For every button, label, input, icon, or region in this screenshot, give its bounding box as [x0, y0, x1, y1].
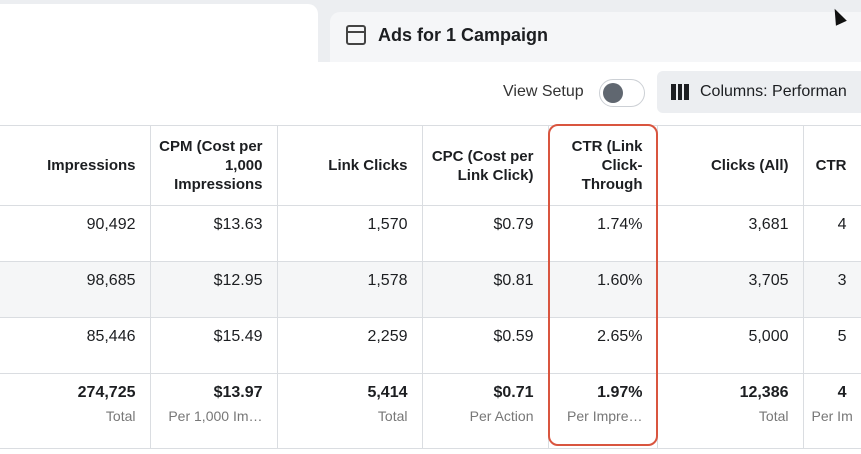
total-value: 1.97%	[597, 384, 643, 401]
total-note: Total	[377, 408, 408, 424]
total-value: 12,386	[739, 384, 789, 401]
total-value: 4	[837, 384, 847, 401]
cell: 3,681	[657, 205, 804, 262]
columns-icon	[671, 84, 690, 100]
cell: 1.60%	[548, 261, 658, 318]
cell: 5	[803, 317, 861, 374]
cell: 1,578	[277, 261, 423, 318]
columns-button[interactable]: Columns: Performan	[657, 71, 861, 113]
total-cell: 4 Per Im	[803, 373, 861, 449]
total-cell: 274,725 Total	[0, 373, 151, 449]
tab-icon	[346, 25, 366, 45]
data-table: Impressions CPM (Cost per 1,000 Impressio…	[0, 125, 861, 449]
cell: 2.65%	[548, 317, 658, 374]
view-setup-label: View Setup	[503, 83, 584, 100]
view-setup-toggle[interactable]	[599, 79, 645, 107]
cell: $12.95	[150, 261, 278, 318]
column-header[interactable]: CTR	[803, 125, 861, 206]
cell: 1.74%	[548, 205, 658, 262]
cell: 2,259	[277, 317, 423, 374]
cell: $15.49	[150, 317, 278, 374]
tab-bar: Ads for 1 Campaign	[0, 0, 861, 62]
cell: $0.81	[422, 261, 549, 318]
total-value: $13.97	[213, 384, 263, 401]
tab[interactable]: Ads for 1 Campaign	[330, 12, 861, 62]
cell: 85,446	[0, 317, 151, 374]
cell: 4	[803, 205, 861, 262]
columns-label: Columns: Performan	[700, 83, 847, 100]
cell: 5,000	[657, 317, 804, 374]
total-cell: $13.97 Per 1,000 Im…	[150, 373, 278, 449]
cell: $13.63	[150, 205, 278, 262]
total-note: Total	[758, 408, 789, 424]
total-note: Per 1,000 Im…	[168, 408, 263, 424]
total-value: 5,414	[367, 384, 408, 401]
tab[interactable]	[0, 4, 318, 62]
cell: 1,570	[277, 205, 423, 262]
total-cell: 5,414 Total	[277, 373, 423, 449]
total-cell: 1.97% Per Impre…	[548, 373, 658, 449]
cell: 3,705	[657, 261, 804, 318]
total-note: Per Im	[811, 408, 853, 424]
cell: 98,685	[0, 261, 151, 318]
total-note: Per Action	[469, 408, 534, 424]
cell: $0.59	[422, 317, 549, 374]
table-row: 90,492 $13.63 1,570 $0.79 1.74% 3,681 4	[0, 205, 861, 262]
total-row: 274,725 Total $13.97 Per 1,000 Im… 5,414 Tota…	[0, 373, 861, 449]
total-note: Per Impre…	[567, 408, 643, 424]
column-header[interactable]: CPC (Cost per Link Click)	[422, 125, 549, 206]
total-value: 274,725	[77, 384, 136, 401]
column-header[interactable]: Link Clicks	[277, 125, 423, 206]
total-cell: $0.71 Per Action	[422, 373, 549, 449]
column-header[interactable]: Impressions	[0, 125, 151, 206]
table-row: 98,685 $12.95 1,578 $0.81 1.60% 3,705 3	[0, 261, 861, 318]
cell: 3	[803, 261, 861, 318]
total-cell: 12,386 Total	[657, 373, 804, 449]
header-row: Impressions CPM (Cost per 1,000 Impressio…	[0, 125, 861, 206]
column-header[interactable]: CTR (Link Click-Through	[548, 125, 658, 206]
cell: $0.79	[422, 205, 549, 262]
cell: 90,492	[0, 205, 151, 262]
table-row: 85,446 $15.49 2,259 $0.59 2.65% 5,000 5	[0, 317, 861, 374]
column-header[interactable]: CPM (Cost per 1,000 Impressions	[150, 125, 278, 206]
column-header[interactable]: Clicks (All)	[657, 125, 804, 206]
total-value: $0.71	[493, 384, 534, 401]
total-note: Total	[105, 408, 136, 424]
tab-title: Ads for 1 Campaign	[378, 25, 549, 45]
